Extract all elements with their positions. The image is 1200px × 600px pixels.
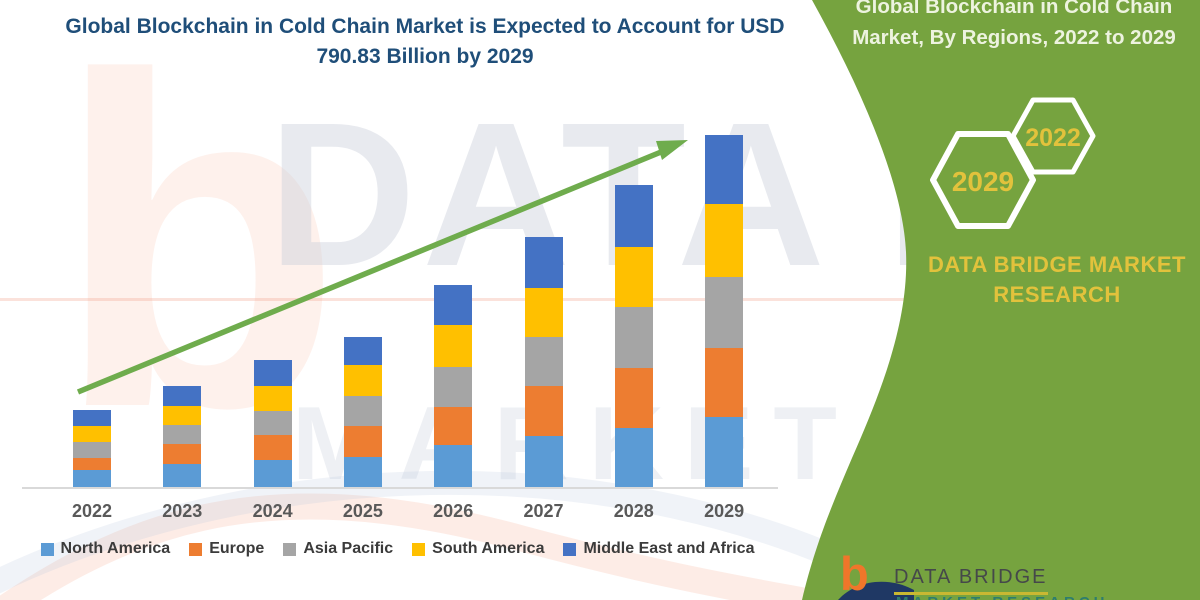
legend-item-north-america: North America [40,540,171,558]
bar-segment-2024-asia-pacific [253,411,292,435]
footer-brand-sub: MARKET RESEARCH [896,594,1109,600]
x-tick-label-2027: 2027 [523,501,564,521]
x-axis-line [22,487,778,489]
legend-item-south-america: South America [412,540,544,558]
bar-segment-2022-middle-east-and-africa [73,409,111,426]
side-panel-background [802,0,1200,600]
bar-segment-2027-north-america [524,436,563,487]
bar-segment-2024-europe [253,434,292,461]
side-panel-heading-line2: Market, By Regions, 2022 to 2029 [852,26,1176,49]
legend-item-middle-east-and-africa: Middle East and Africa [563,540,754,558]
legend-swatch-icon [412,542,426,556]
bar-segment-2025-north-america [343,456,382,487]
side-panel-heading-line1: Global Blockchain in Cold Chain [855,0,1173,18]
bar-segment-2029-north-america [705,417,744,487]
bar-segment-2029-south-america [705,204,744,278]
side-panel-heading: Global Blockchain in Cold Chain Market, … [828,0,1200,53]
bar-segment-2026-north-america [434,445,473,487]
bar-segment-2024-north-america [253,460,292,487]
x-tick-label-2028: 2028 [613,501,654,521]
side-panel-brand-line1: DATA BRIDGE MARKET [928,252,1186,277]
chart-title: Global Blockchain in Cold Chain Market i… [0,12,850,72]
hexagon-2022-label: 2022 [1025,124,1081,152]
chart-title-line1: Global Blockchain in Cold Chain Market i… [65,15,785,38]
side-panel-brand-line2: RESEARCH [993,282,1121,307]
hexagon-2022 [1010,97,1096,175]
x-tick-label-2025: 2025 [342,501,383,521]
x-tick-label-2023: 2023 [162,501,203,521]
legend: North America Europe Asia Pacific South Ame… [0,540,795,558]
legend-swatch-icon [283,542,297,556]
hexagon-2029-label: 2029 [952,166,1014,197]
bar-segment-2025-asia-pacific [343,396,382,427]
bar-segment-2023-south-america [163,405,202,425]
chart-title-line2: 790.83 Billion by 2029 [316,45,534,68]
bar-segment-2029-europe [705,347,744,418]
bar-segment-2022-north-america [73,469,111,487]
legend-swatch-icon [40,542,54,556]
bar-segment-2022-asia-pacific [73,442,111,458]
x-tick-label-2026: 2026 [433,501,474,521]
bar-segment-2022-europe [73,457,111,470]
legend-item-europe: Europe [189,540,264,558]
side-panel-brand-text: DATA BRIDGE MARKET RESEARCH [872,250,1200,310]
legend-label: Europe [209,540,265,557]
bar-segment-2025-europe [343,426,382,457]
legend-item-asia-pacific: Asia Pacific [283,540,393,558]
bar-segment-2023-europe [163,443,202,464]
bar-segment-2026-europe [434,406,473,446]
footer-logo: b DATA BRIDGE MARKET RESEARCH [838,550,1158,600]
bar-segment-2029-asia-pacific [705,277,744,348]
bar-segment-2029-middle-east-and-africa [705,135,744,205]
footer-logo-swoosh-icon [838,581,914,600]
bar-segment-2028-north-america [614,427,653,487]
bar-segment-2023-asia-pacific [163,424,202,444]
footer-brand-name: DATA BRIDGE [894,566,1048,595]
bar-segment-2023-north-america [163,463,202,487]
x-tick-label-2022: 2022 [71,501,113,521]
footer-b-icon: b [840,547,869,600]
bar-segment-2022-south-america [73,426,111,443]
x-tick-label-2024: 2024 [252,501,293,521]
legend-label: South America [432,540,545,557]
legend-swatch-icon [189,542,203,556]
x-tick-label-2029: 2029 [704,501,745,521]
legend-label: Asia Pacific [303,540,394,557]
hexagon-2029 [930,131,1036,229]
legend-label: Middle East and Africa [583,540,755,557]
legend-label: North America [60,540,171,557]
legend-swatch-icon [563,542,577,556]
